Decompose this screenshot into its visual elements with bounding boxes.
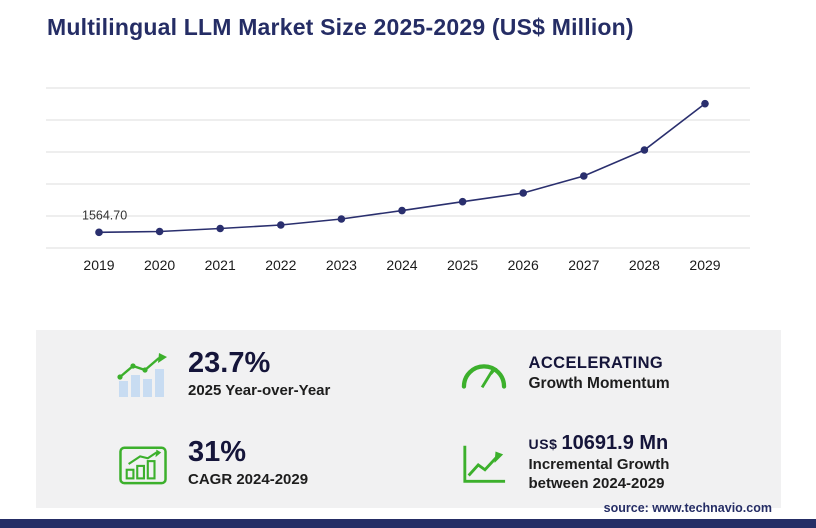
chart-point [701, 99, 709, 108]
stat-incremental-growth: US$ 10691.9 Mn Incremental Growth between… [409, 419, 782, 508]
chart-point [580, 172, 588, 180]
incremental-amount: 10691.9 Mn [561, 432, 669, 455]
chart-point [216, 224, 224, 233]
stat-yoy-growth: 23.7% 2025 Year-over-Year [36, 330, 409, 419]
x-tick-label: 2021 [205, 257, 236, 273]
x-tick-label: 2023 [326, 257, 357, 273]
x-tick-label: 2022 [265, 257, 296, 273]
stat-growth-momentum: ACCELERATING Growth Momentum [409, 330, 782, 419]
chart-point [155, 227, 164, 236]
stat-label-cagr: CAGR 2024-2029 [188, 470, 309, 488]
stat-value-yoy: 23.7% [188, 347, 271, 380]
x-tick-label: 2029 [689, 257, 720, 273]
line-chart-up-icon [457, 439, 511, 489]
speedometer-icon [457, 350, 511, 400]
page-title: Multilingual LLM Market Size 2025-2029 (… [47, 14, 634, 40]
market-size-line-chart: 2019 2020 2021 2022 2023 2024 2025 2026 2027 2028… [40, 78, 756, 283]
stat-label-incremental-2: between 2024-2029 [528, 475, 665, 492]
x-tick-label: 2024 [386, 257, 417, 273]
x-tick-label: 2019 [83, 257, 114, 273]
stat-cagr: 31% CAGR 2024-2029 [36, 419, 409, 508]
chart-point [398, 206, 406, 215]
stat-value-momentum: ACCELERATING [528, 354, 664, 373]
chart-point [458, 197, 467, 206]
x-tick-label: 2028 [629, 257, 660, 273]
bar-graph-box-icon [116, 439, 170, 489]
bottom-bar [0, 519, 816, 528]
chart-point [337, 215, 346, 223]
chart-canvas: 2019 2020 2021 2022 2023 2024 2025 2026 2027 2028… [46, 87, 750, 273]
source-text: source: www.technavio.com [603, 501, 772, 515]
stat-label-momentum: Growth Momentum [528, 375, 670, 393]
currency-prefix: US$ [528, 436, 558, 453]
stat-value-cagr: 31% [188, 436, 247, 469]
x-tick-label: 2027 [568, 257, 599, 273]
chart-point [95, 228, 103, 237]
x-tick-label: 2020 [144, 257, 175, 273]
x-tick-label: 2026 [508, 257, 539, 273]
stats-panel: 23.7% 2025 Year-over-Year ACCELERATING G… [36, 330, 781, 508]
stat-label-yoy: 2025 Year-over-Year [188, 381, 331, 399]
stat-value-incremental: US$ 10691.9 Mn [529, 433, 670, 454]
chart-point [640, 146, 649, 154]
point-data-label: 1564.70 [82, 208, 127, 222]
chart-point [277, 221, 285, 229]
stat-label-incremental-1: Incremental Growth [528, 456, 670, 474]
chart-point [519, 189, 527, 197]
bar-chart-growth-icon [116, 350, 170, 400]
x-tick-label: 2025 [447, 257, 478, 273]
